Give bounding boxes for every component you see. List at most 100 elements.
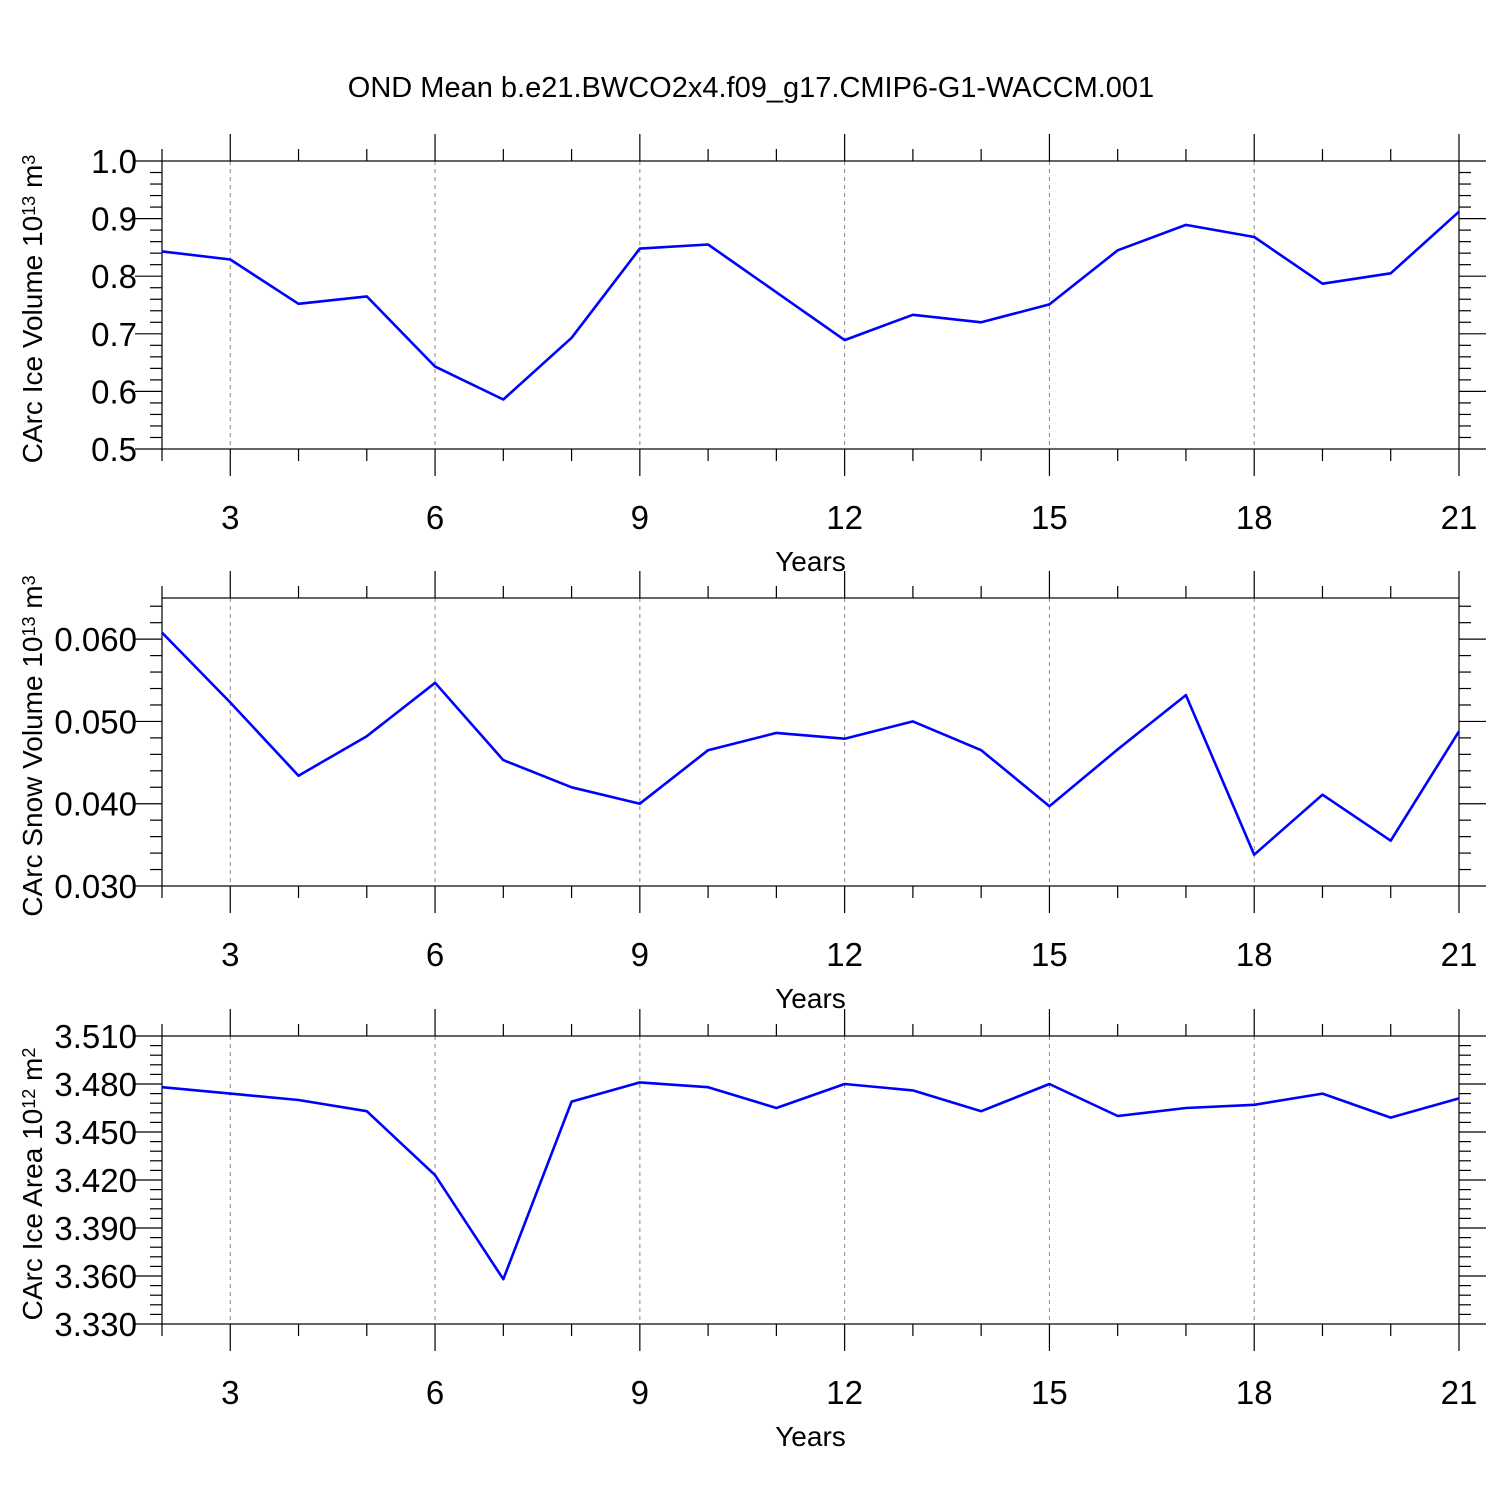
y-axis-label-part: CArc Ice Area 10 [17,1109,48,1321]
data-point [1457,210,1461,214]
y-axis-label-part: m [17,165,48,196]
data-point [706,1085,710,1089]
y-axis-label-part: CArc Snow Volume 10 [17,637,48,917]
data-point [365,734,369,738]
data-point [1252,853,1256,857]
y-axis-label-superscript: 3 [19,575,39,585]
y-tick-label: 0.9 [91,201,137,238]
data-point [570,1100,574,1104]
x-tick-label: 21 [1441,1374,1478,1411]
y-tick-label: 0.5 [91,431,137,468]
data-point [638,802,642,806]
x-tick-label: 21 [1441,499,1478,536]
panel-2: 3 6 9 12 15 18 21 0.030 0.040 0.050 0.060 Years CArc… [17,571,1486,1014]
x-tick-label: 9 [631,1374,649,1411]
data-point [911,719,915,723]
y-tick-label: 0.030 [54,868,137,905]
data-point [228,701,232,705]
x-tick-label: 15 [1031,936,1068,973]
y-tick-label: 3.390 [54,1210,137,1247]
data-point [501,397,505,401]
data-point [706,243,710,247]
data-point [297,302,301,306]
y-tick-label: 0.6 [91,373,137,410]
data-point [979,1109,983,1113]
data-point [1252,235,1256,239]
data-point [1116,747,1120,751]
x-tick-label: 3 [221,1374,239,1411]
data-point [433,365,437,369]
y-tick-label: 3.450 [54,1114,137,1151]
y-tick-label: 3.330 [54,1306,137,1343]
data-point [1457,1096,1461,1100]
y-tick-label: 3.420 [54,1162,137,1199]
data-point [365,294,369,298]
data-point [1389,271,1393,275]
y-tick-label: 0.040 [54,786,137,823]
x-tick-label: 12 [826,1374,863,1411]
panel-1: 3 6 9 12 15 18 21 0.5 0.6 0.7 0.8 0.9 1.0 Years CArc I… [17,134,1486,577]
data-point [774,1106,778,1110]
figure-title: OND Mean b.e21.BWCO2x4.f09_g17.CMIP6-G1-… [348,72,1154,104]
plot-frame [161,160,1460,450]
data-point [1047,804,1051,808]
data-point [979,748,983,752]
data-point [160,249,164,253]
x-tick-label: 6 [426,936,444,973]
y-axis-label-part: m [17,585,48,616]
data-point [228,257,232,261]
series-line [161,210,1460,401]
data-point [501,1277,505,1281]
data-point [1184,1106,1188,1110]
data-point [570,785,574,789]
y-axis-label-superscript: 13 [19,196,39,216]
y-axis-label: CArc Ice Volume 1013 m3 [17,155,48,464]
x-tick-label: 9 [631,936,649,973]
data-point [638,1080,642,1084]
y-axis-label: CArc Ice Area 1012 m2 [17,1048,48,1321]
y-axis-label-superscript: 12 [19,1089,39,1109]
data-point [1320,282,1324,286]
data-point [843,1082,847,1086]
x-tick-label: 21 [1441,936,1478,973]
data-point [1184,223,1188,227]
plot-frame [161,597,1460,887]
data-point [979,320,983,324]
y-tick-label: 3.480 [54,1066,137,1103]
panels: 3 6 9 12 15 18 21 0.5 0.6 0.7 0.8 0.9 1.0 Years CArc I… [17,134,1486,1452]
data-point [1389,839,1393,843]
data-point [706,748,710,752]
y-tick-label: 0.050 [54,703,137,740]
data-point [1320,793,1324,797]
data-point [911,1088,915,1092]
data-point [1252,1103,1256,1107]
data-point [160,631,164,635]
series-line [161,1081,1460,1281]
x-tick-label: 3 [221,499,239,536]
y-axis-label-part: m [17,1058,48,1089]
plot-frame [161,1035,1460,1325]
x-axis-label: Years [775,546,846,577]
data-point [1320,1092,1324,1096]
data-point [570,336,574,340]
y-tick-label: 0.060 [54,621,137,658]
x-axis-label: Years [775,1421,846,1452]
panel-3: 3 6 9 12 15 18 21 3.330 3.360 3.390 3.420 3.450 3.48… [17,1009,1486,1452]
data-point [297,1098,301,1102]
x-tick-label: 3 [221,936,239,973]
y-axis-label-superscript: 3 [19,155,39,165]
data-point [433,681,437,685]
y-tick-label: 1.0 [91,143,137,180]
data-point [843,737,847,741]
y-axis-label: CArc Snow Volume 1013 m3 [17,575,48,916]
y-tick-label: 0.8 [91,258,137,295]
x-tick-label: 18 [1236,1374,1273,1411]
x-axis-label: Years [775,983,846,1014]
x-tick-label: 18 [1236,936,1273,973]
data-point [1116,1114,1120,1118]
y-tick-label: 0.7 [91,316,137,353]
data-point [1457,729,1461,733]
x-tick-label: 6 [426,1374,444,1411]
y-axis-label-superscript: 2 [19,1048,39,1058]
y-axis-label-part: CArc Ice Volume 10 [17,216,48,463]
